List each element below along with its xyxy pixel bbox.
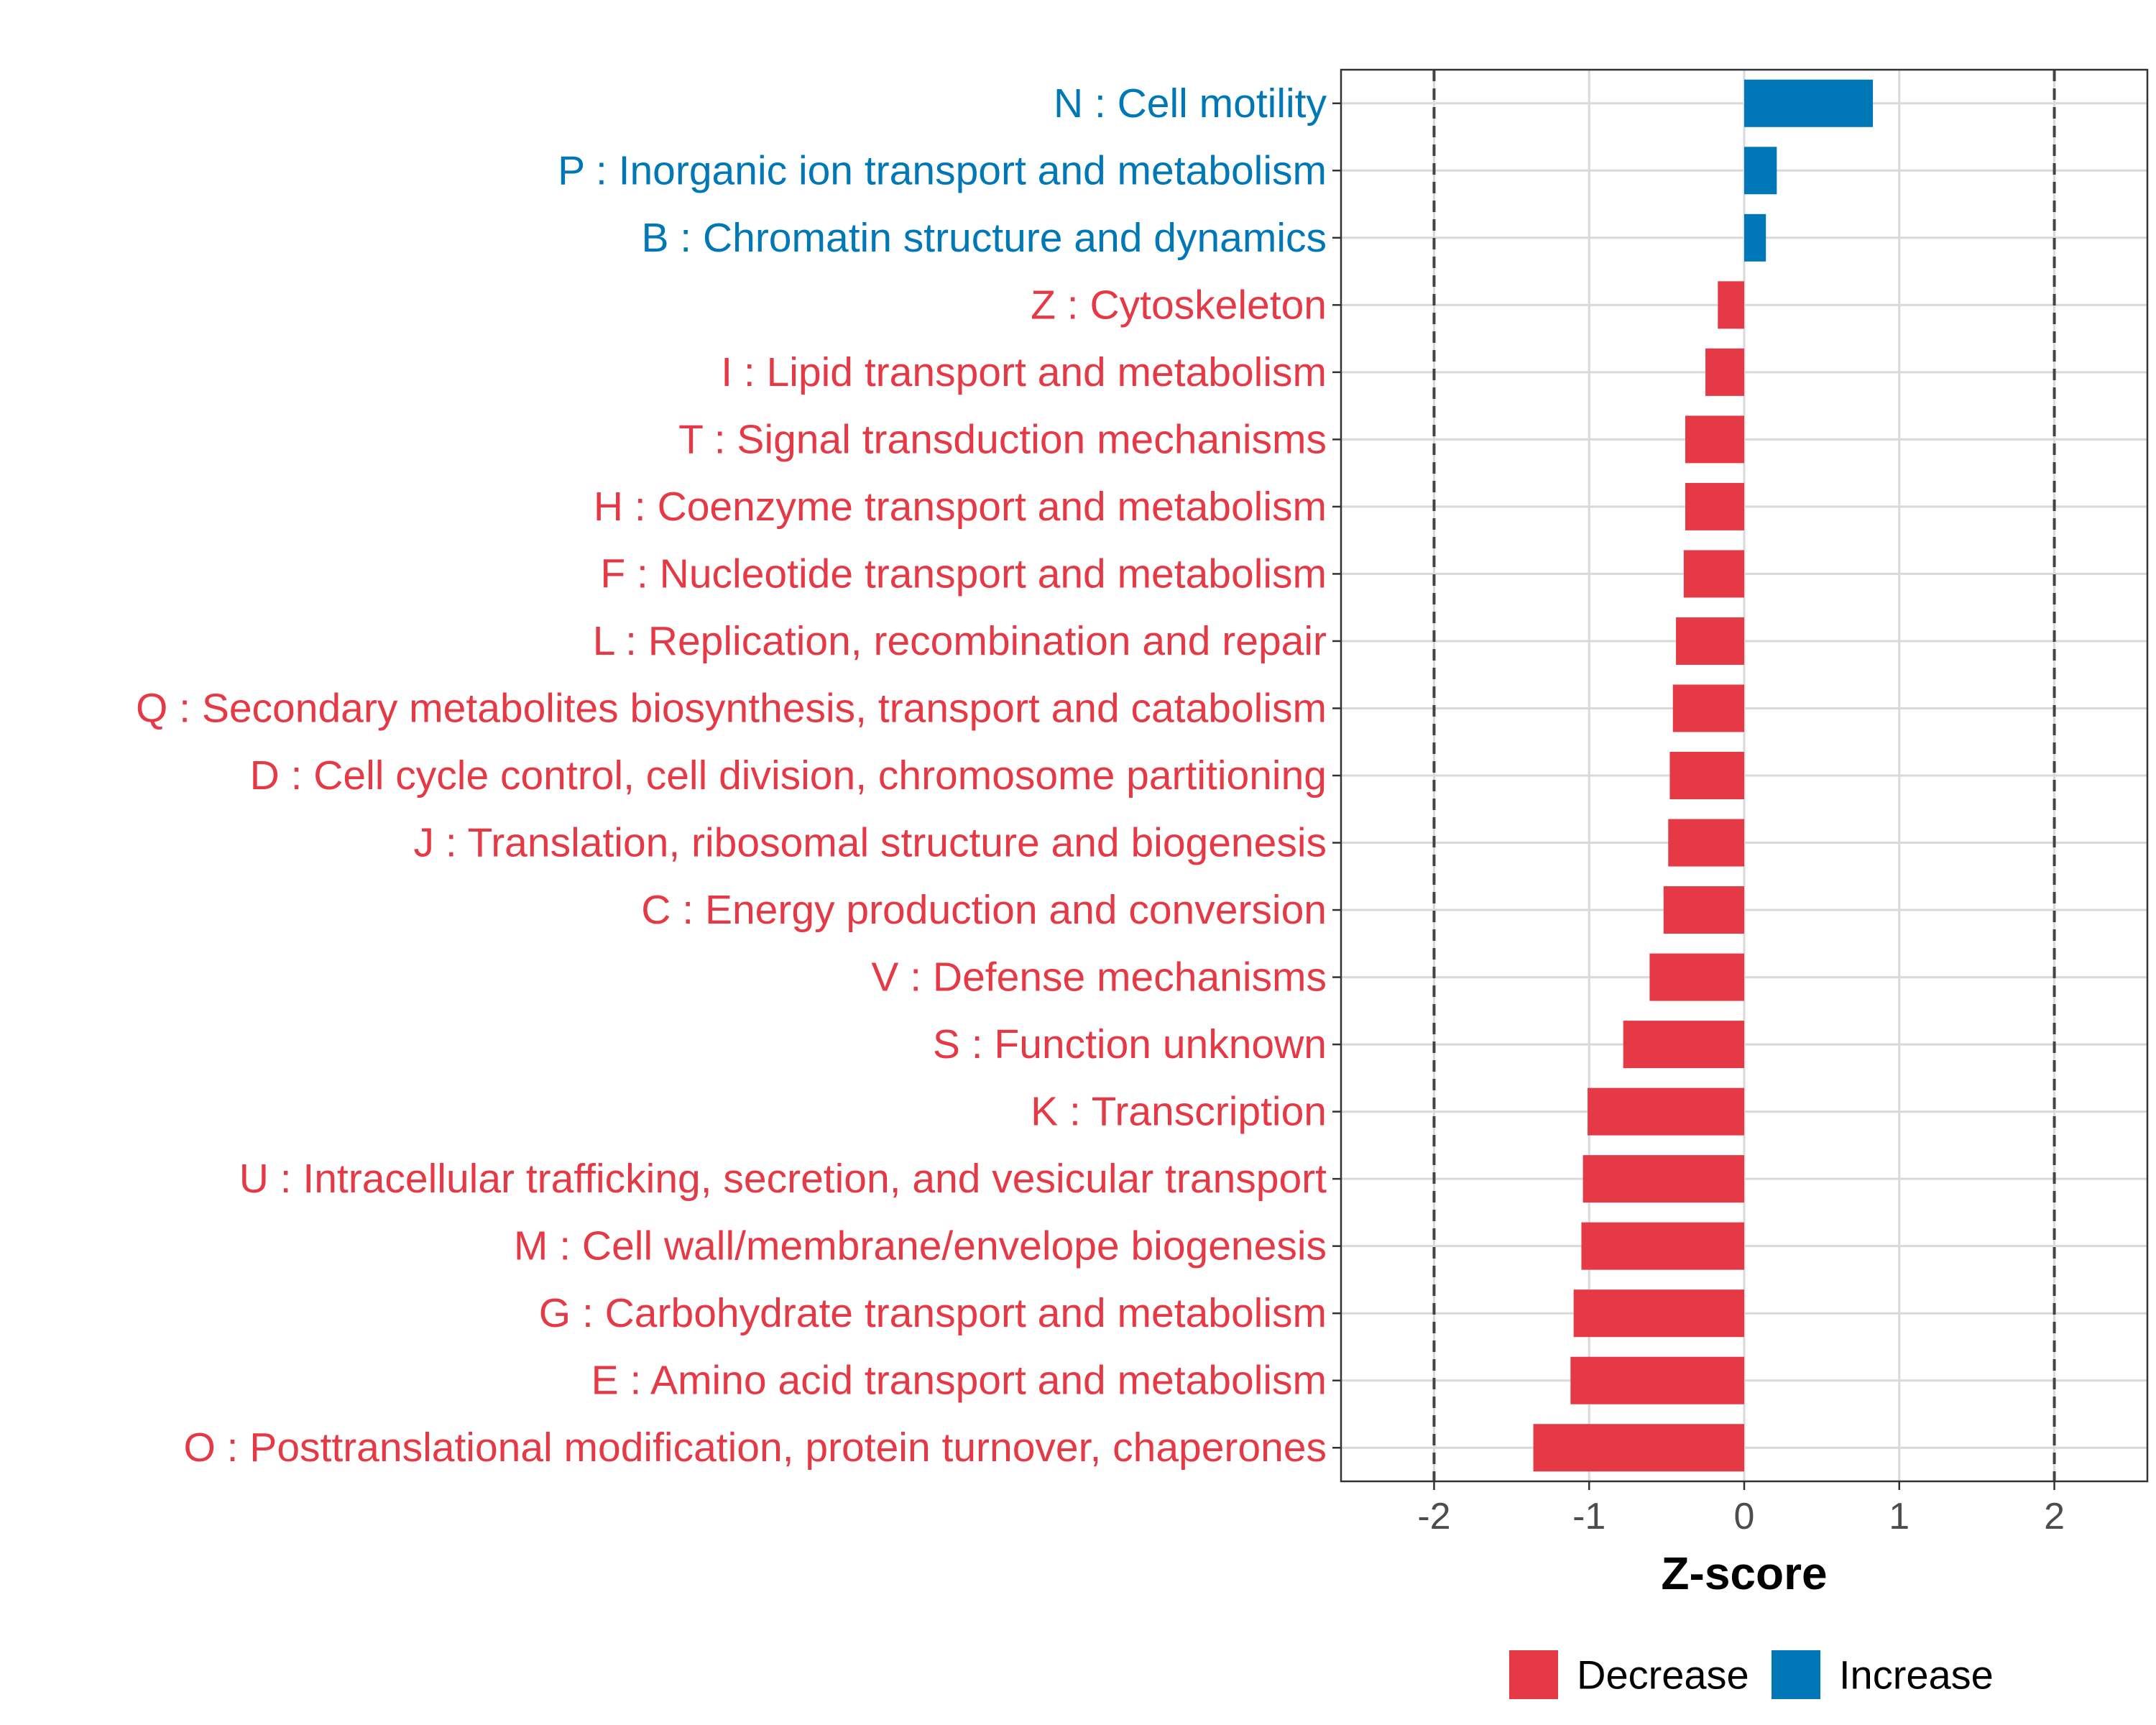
bar [1669,752,1744,799]
legend-label: Decrease [1577,1652,1749,1698]
category-label: O : Posttranslational modification, prot… [183,1425,1327,1471]
category-label: Z : Cytoskeleton [1031,282,1327,328]
reference-lines [1432,70,2056,1481]
bar [1570,1356,1744,1404]
category-label: J : Translation, ribosomal structure and… [414,820,1327,866]
bar [1685,415,1744,464]
x-tick-label: -1 [1572,1496,1606,1537]
category-labels: N : Cell motility P : Inorganic ion trans… [136,80,1327,1471]
x-axis-title: Z-score [1661,1547,1827,1599]
legend-label: Increase [1839,1652,1994,1698]
category-label: C : Energy production and conversion [641,887,1327,933]
x-tick-label: 2 [2044,1496,2065,1537]
category-label: K : Transcription [1031,1089,1327,1135]
category-label: H : Coenzyme transport and metabolism [594,484,1327,530]
category-label: D : Cell cycle control, cell division, c… [250,753,1327,799]
y-axis-ticks [1332,102,1341,1449]
legend-swatch [1509,1650,1558,1699]
x-tick-label: -2 [1417,1496,1450,1537]
bar [1683,550,1744,598]
bar [1676,617,1744,665]
legend-swatch [1772,1650,1820,1699]
x-tick-label: 0 [1734,1496,1755,1537]
category-label: G : Carbohydrate transport and metabolis… [539,1290,1327,1336]
bar [1705,348,1744,396]
category-label: V : Defense mechanisms [871,954,1327,1000]
legend: Decrease Increase [1509,1650,1994,1699]
bar [1581,1222,1744,1270]
bar [1623,1021,1744,1069]
x-axis-ticks: -2 -1 0 1 2 [1417,1481,2065,1537]
category-label: E : Amino acid transport and metabolism [591,1358,1327,1404]
bar [1649,953,1744,1001]
bar [1573,1289,1744,1338]
category-label: P : Inorganic ion transport and metaboli… [558,147,1327,193]
category-label: F : Nucleotide transport and metabolism [600,551,1327,597]
bar [1685,482,1744,530]
bar [1583,1155,1744,1203]
category-label: L : Replication, recombination and repai… [593,618,1327,664]
bar [1668,819,1744,867]
category-label: N : Cell motility [1054,80,1327,126]
bar [1588,1087,1744,1136]
bar [1744,79,1874,127]
bar [1663,886,1744,934]
bar [1718,281,1744,329]
bar [1533,1424,1744,1472]
bar [1672,684,1744,732]
bar [1744,147,1777,195]
category-label: M : Cell wall/membrane/envelope biogenes… [514,1223,1327,1269]
category-label: T : Signal transduction mechanisms [678,416,1327,462]
category-label: B : Chromatin structure and dynamics [641,215,1327,261]
bar [1744,213,1766,262]
x-tick-label: 1 [1889,1496,1909,1537]
bars [1533,79,1874,1472]
category-label: S : Function unknown [933,1021,1327,1067]
category-label: I : Lipid transport and metabolism [721,349,1327,395]
category-label: U : Intracellular trafficking, secretion… [239,1156,1327,1202]
category-label: Q : Secondary metabolites biosynthesis, … [136,685,1327,731]
